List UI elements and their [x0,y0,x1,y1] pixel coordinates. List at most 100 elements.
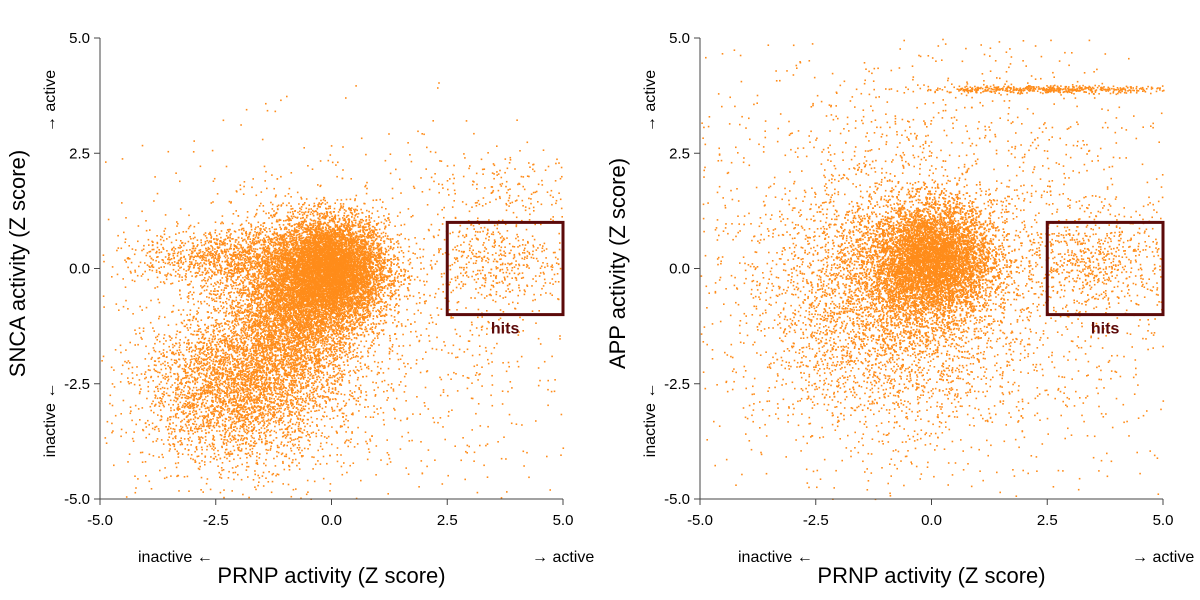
data-point [400,224,402,227]
data-point [388,238,390,240]
data-point [362,309,364,311]
data-point [314,224,317,227]
data-point [363,283,366,285]
data-point [431,266,433,268]
data-point [318,215,321,218]
data-point [319,298,321,300]
data-point [395,289,397,291]
data-point [363,248,365,250]
data-point [293,215,295,218]
data-point [348,274,351,276]
data-point [300,221,303,223]
data-point [353,233,355,236]
data-point [371,253,373,256]
data-point [391,292,393,295]
data-point [312,259,315,261]
data-point [392,247,395,249]
data-point [381,279,383,281]
data-point [288,224,291,227]
data-point [331,292,333,295]
data-point [378,268,381,271]
data-point [267,241,270,243]
data-point [306,244,309,247]
data-point [328,280,330,283]
data-point [308,208,310,211]
data-point [380,221,383,224]
data-point [393,243,395,245]
data-point [370,229,373,231]
data-point [343,212,346,214]
data-point [362,219,365,222]
data-point [378,296,381,299]
data-point [357,241,360,244]
data-point [340,205,342,207]
data-point [364,313,366,315]
data-point [305,216,308,219]
data-point [413,278,416,281]
data-point [353,217,356,219]
data-point [312,220,315,222]
data-point [364,247,366,249]
data-point [327,222,329,224]
data-point [293,234,295,237]
data-point [351,305,354,307]
data-point [286,231,288,233]
data-point [345,226,348,229]
data-point [386,258,389,261]
data-point [367,312,370,314]
data-point [302,247,305,249]
data-point [299,235,301,237]
data-point [372,309,374,312]
data-point [355,292,357,295]
data-point [375,256,377,258]
data-point [296,247,299,249]
data-point [363,236,366,238]
data-point [335,243,337,246]
data-point [388,259,391,262]
data-point [344,230,346,232]
data-point [314,242,317,245]
data-point [276,278,278,280]
data-point [320,184,322,187]
data-point [372,287,374,290]
data-point [311,245,314,247]
data-point [250,262,253,265]
data-point [382,253,385,256]
data-point [287,211,289,214]
data-point [363,228,366,231]
data-point [383,242,386,244]
data-point [318,202,320,204]
data-point [273,228,276,231]
data-point [373,270,375,273]
data-point [269,293,272,296]
data-point [376,210,379,212]
data-point [385,232,387,235]
data-point [287,241,290,243]
point-cloud [101,82,565,500]
data-point [381,262,383,264]
data-point [379,298,382,300]
data-point [334,226,337,228]
data-point [342,279,345,281]
data-point [365,265,368,268]
data-point [324,259,326,261]
data-point [294,231,296,234]
data-point [347,279,349,282]
data-point [398,234,401,237]
data-point [296,241,299,243]
data-point [354,231,357,233]
data-point [356,321,359,323]
data-point [268,228,271,230]
data-point [369,260,371,262]
data-point [373,280,375,283]
data-point [318,348,321,350]
data-point [271,257,273,260]
data-point [234,239,237,241]
data-point [295,238,298,240]
data-point [372,315,375,317]
data-point [328,227,330,230]
data-point [348,219,351,221]
data-point [362,331,364,334]
